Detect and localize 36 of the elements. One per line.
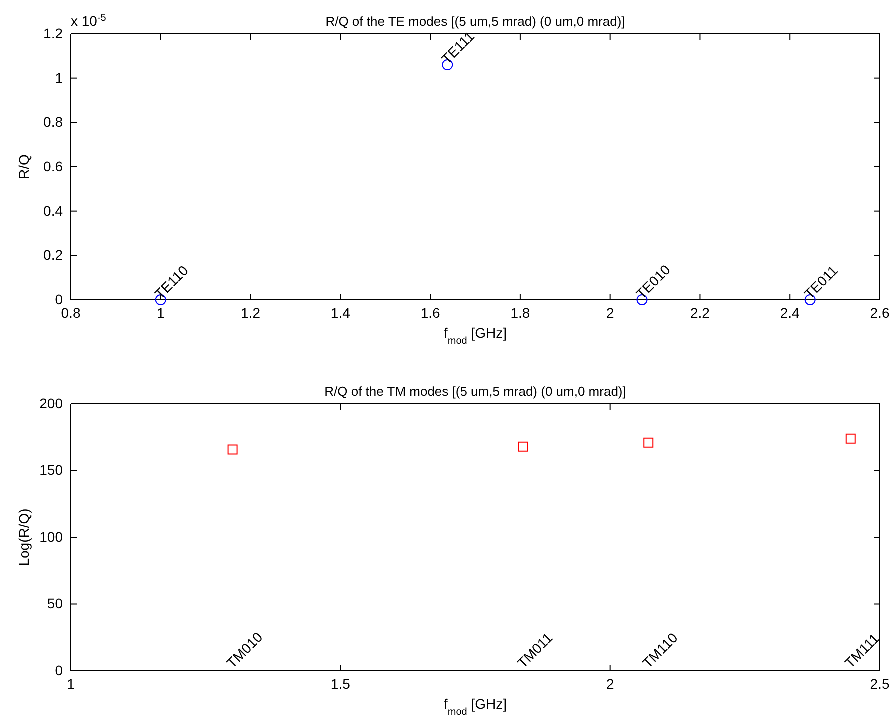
x-tick-label: 1 [67, 676, 76, 692]
y-tick-label: 150 [40, 462, 64, 478]
y-tick-label: 0.8 [44, 114, 64, 130]
y-tick-label: 0.4 [44, 202, 64, 219]
y-tick-label: 1 [55, 70, 64, 86]
y-tick-label: 50 [47, 596, 64, 612]
x-tick-label: 2.5 [870, 676, 890, 692]
y-tick-label: 0.6 [44, 158, 64, 174]
x-tick-label: 1.2 [241, 304, 261, 321]
x-axis-title: f$_{mod}$ [GHz] [444, 696, 508, 718]
x-tick-label: 2 [606, 304, 614, 321]
chart-title: R/Q of the TE modes [(5 um,5 mrad) (0 um,0 mrad)] [326, 14, 626, 29]
chart-title: R/Q of the TM modes [(5 um,5 mrad) (0 um,0 mrad)] [324, 384, 626, 399]
y-tick-label: 0 [55, 662, 64, 678]
point [228, 444, 238, 455]
x-tick-label: 1.4 [330, 304, 351, 321]
x-tick-label: 1.5 [330, 676, 351, 692]
x-tick-label: 2 [606, 676, 614, 692]
y-tick-label: 0.2 [44, 247, 64, 264]
y-tick-label: 200 [40, 395, 64, 412]
y-tick-label: 100 [40, 528, 64, 545]
x-tick-label: 2.6 [870, 304, 890, 321]
y-axis-title: R/Q [16, 154, 32, 180]
point [644, 438, 654, 448]
y-axis-title: Log(R/Q) [16, 508, 32, 566]
x-tick-label: 1.6 [420, 304, 440, 321]
x-tick-label: 2.2 [690, 304, 710, 321]
x-tick-label: 2.4 [780, 304, 800, 321]
y-tick-label: 0 [55, 291, 64, 308]
y-tick-label: 1.2 [44, 25, 64, 42]
x-axis-title: f$_{mod}$ [GHz] [444, 325, 508, 346]
point [846, 434, 856, 444]
x-tick-label: 1.8 [510, 304, 530, 321]
text: x 10$^{-5}$ [71, 12, 107, 29]
x-tick-label: 1 [156, 304, 165, 321]
point [518, 442, 528, 452]
